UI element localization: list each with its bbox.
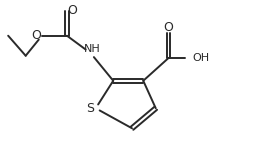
Text: S: S <box>86 102 94 115</box>
Text: O: O <box>163 21 173 34</box>
Text: OH: OH <box>192 53 209 63</box>
Text: O: O <box>31 29 41 42</box>
Text: O: O <box>68 4 77 17</box>
Text: NH: NH <box>84 44 100 54</box>
